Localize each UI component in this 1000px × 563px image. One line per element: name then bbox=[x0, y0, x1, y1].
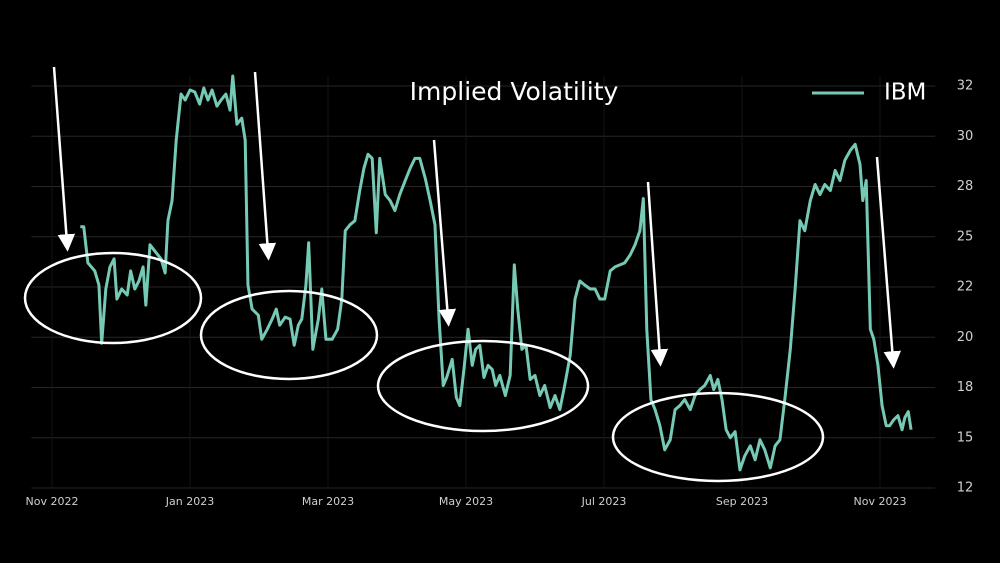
y-tick-label: 18 bbox=[957, 380, 974, 395]
line bbox=[80, 74, 913, 472]
x-tick-label: Mar 2023 bbox=[302, 495, 354, 508]
legend: IBM bbox=[812, 80, 926, 106]
grid: 12 15 18 20 22 25 28 30 32 Nov 2022 Jan 2023 Mar 20… bbox=[26, 76, 974, 508]
ellipse bbox=[199, 289, 379, 381]
y-tick-label: 30 bbox=[957, 129, 974, 144]
ellipse bbox=[23, 251, 203, 345]
y-tick-label: 22 bbox=[957, 280, 974, 295]
ellipse bbox=[611, 391, 825, 483]
y-tick-label: 32 bbox=[957, 79, 974, 94]
x-tick-label: Sep 2023 bbox=[716, 495, 768, 508]
x-tick-label: Jul 2023 bbox=[581, 495, 627, 508]
legend-label: IBM bbox=[884, 80, 926, 106]
arrow bbox=[52, 66, 76, 252]
x-tick-label: May 2023 bbox=[439, 495, 493, 508]
y-tick-label: 25 bbox=[957, 229, 974, 244]
arrow bbox=[646, 181, 669, 367]
x-tick-label: Nov 2023 bbox=[854, 495, 907, 508]
arrow bbox=[253, 71, 277, 261]
chart-title: Implied Volatility bbox=[410, 77, 619, 106]
x-tick-label: Nov 2022 bbox=[26, 495, 79, 508]
annotations bbox=[23, 66, 902, 483]
y-tick-label: 28 bbox=[957, 179, 974, 194]
y-tick-label: 12 bbox=[957, 481, 974, 496]
ellipse bbox=[376, 339, 590, 433]
plot-area bbox=[80, 74, 913, 472]
arrow bbox=[432, 139, 457, 327]
y-tick-label: 15 bbox=[957, 430, 974, 445]
y-tick-label: 20 bbox=[957, 330, 974, 345]
x-tick-label: Jan 2023 bbox=[165, 495, 214, 508]
arrow bbox=[875, 156, 902, 369]
